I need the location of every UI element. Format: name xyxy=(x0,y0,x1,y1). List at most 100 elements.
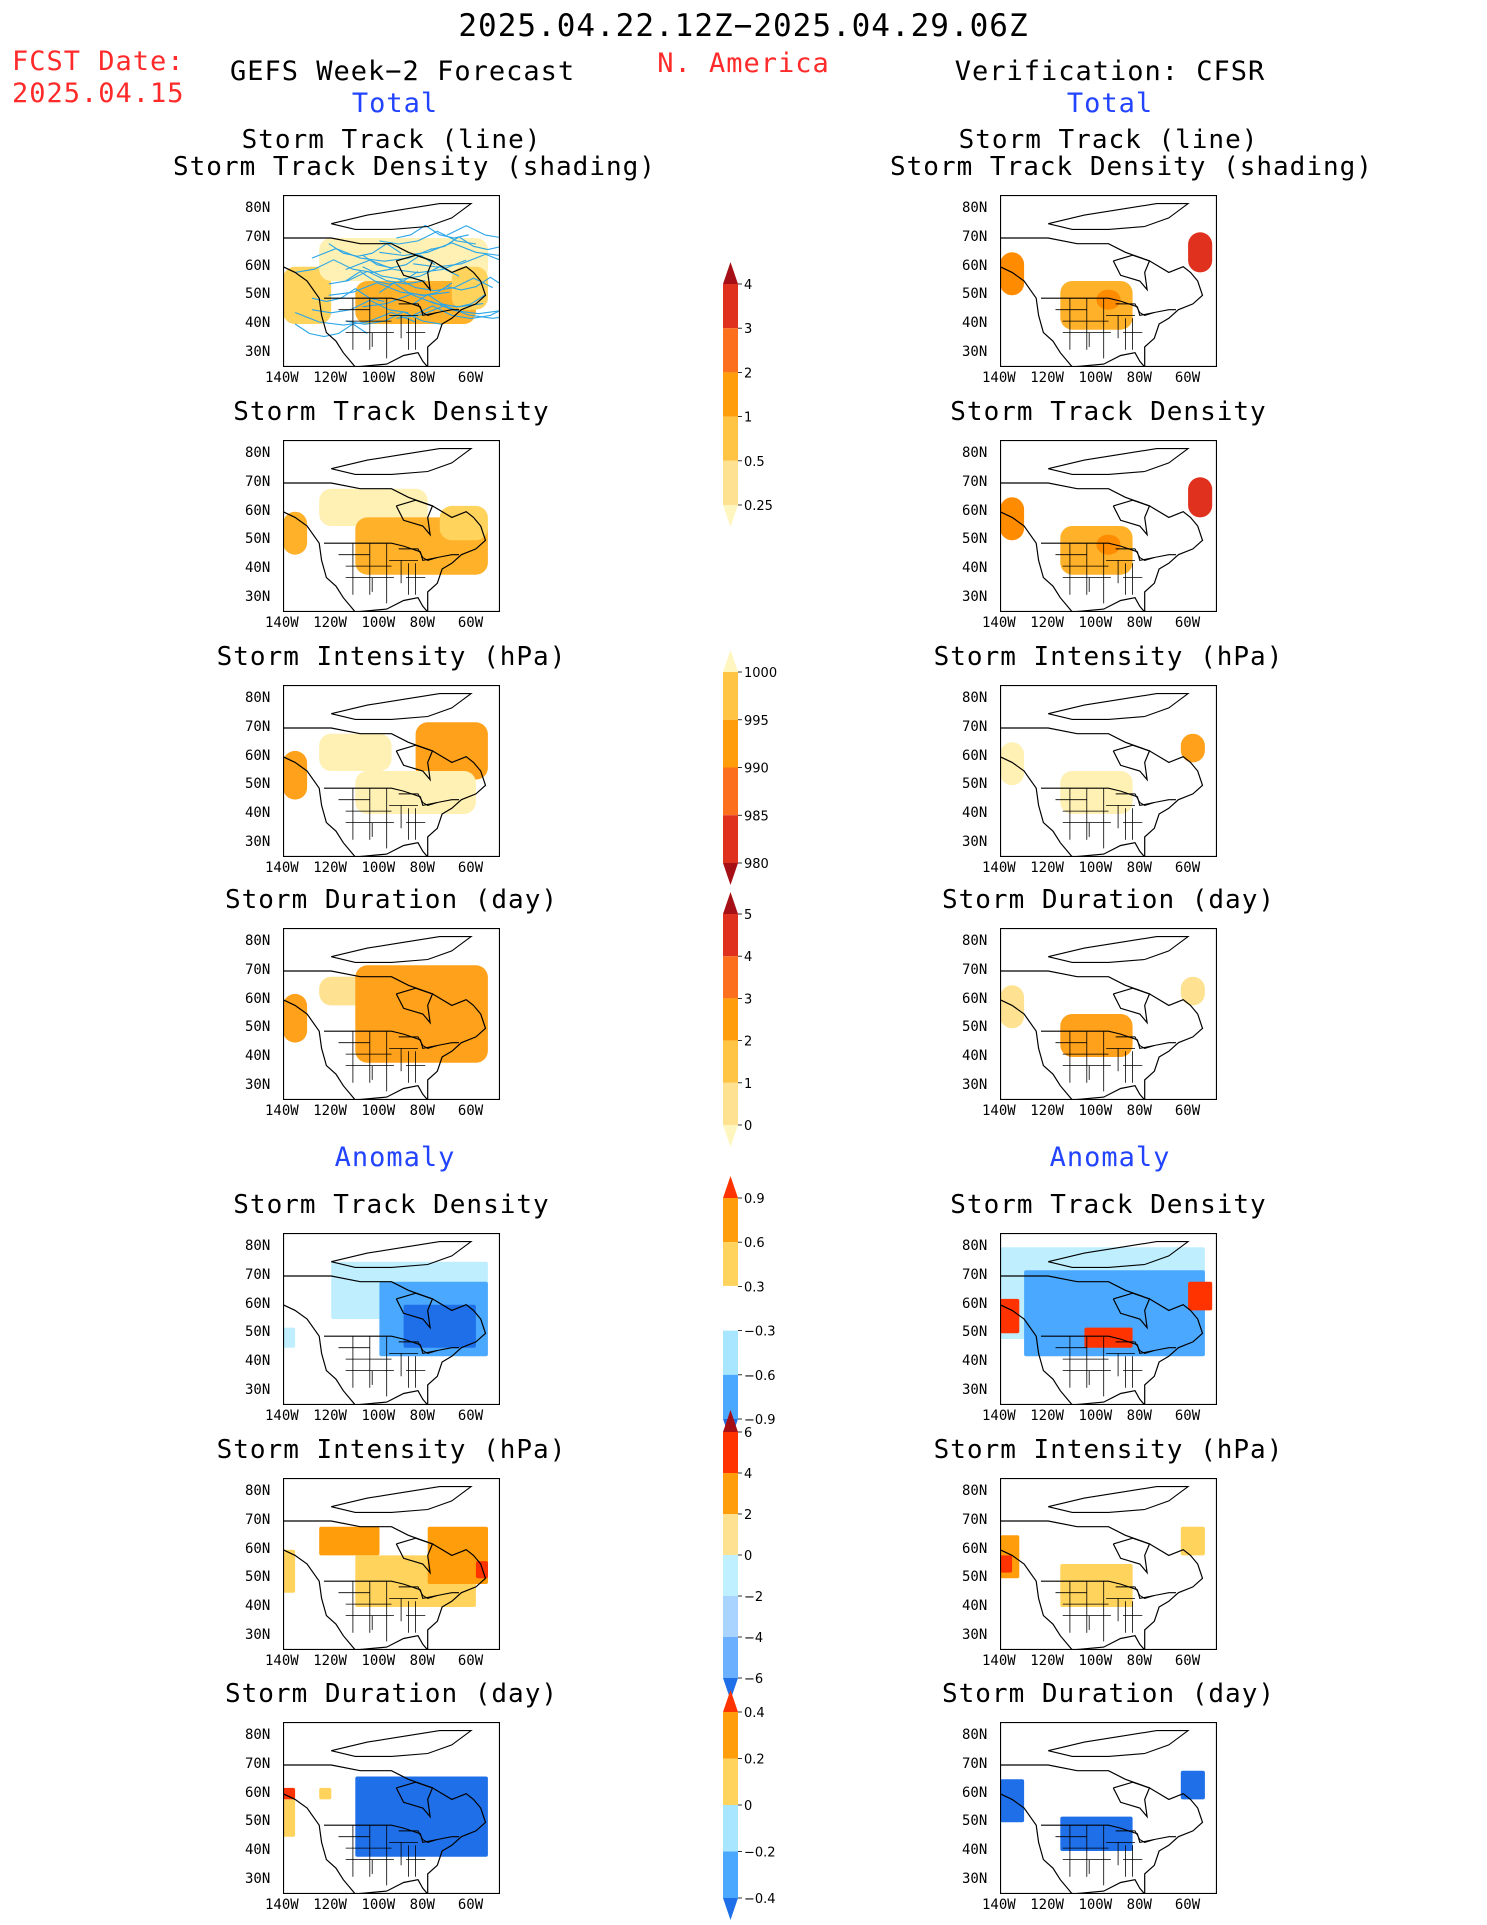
coastline xyxy=(283,1275,487,1405)
shaded-region xyxy=(1180,1770,1205,1800)
lat-tick-label: 50N xyxy=(962,286,988,303)
coastline xyxy=(1000,1275,1204,1405)
colorbar-anom_density: 0.9 0.6 0.3 −0.3 −0.6 −0.9 xyxy=(722,1176,776,1441)
great-lakes-outline xyxy=(1115,1586,1155,1599)
colorbar-band xyxy=(723,416,738,461)
coastline xyxy=(283,482,487,612)
arctic-islands-outline xyxy=(331,203,473,230)
shaded-region xyxy=(1180,733,1205,763)
lat-tick-label: 40N xyxy=(245,1048,271,1064)
lon-tick-label: 80W xyxy=(1126,370,1152,386)
shaded-region xyxy=(1000,497,1025,541)
shaded-region xyxy=(1000,252,1025,296)
lat-tick-label: 30N xyxy=(245,833,271,850)
colorbar-band xyxy=(723,1596,738,1637)
colorbar-label: 0.4 xyxy=(744,1706,765,1721)
lat-tick-label: 80N xyxy=(962,1238,988,1255)
colorbar-band xyxy=(723,1758,738,1805)
panel-title-line: Storm Track Density xyxy=(950,397,1267,427)
lon-tick-label: 120W xyxy=(1030,370,1064,386)
lon-tick-label: 60W xyxy=(1174,615,1201,631)
colorbar-anom_intensity: 6 4 2 0 −2 −4 −6 xyxy=(723,1410,763,1700)
shaded-region xyxy=(319,733,392,771)
lat-tick-label: 80N xyxy=(245,690,271,707)
coastline xyxy=(1000,727,1204,857)
lat-tick-label: 60N xyxy=(962,1295,988,1312)
colorbar-band xyxy=(723,892,738,914)
lat-tick-label: 60N xyxy=(962,1784,988,1801)
shaded-region xyxy=(1180,1526,1205,1556)
lon-tick-label: 140W xyxy=(982,860,1016,876)
map-frame xyxy=(283,440,500,612)
map-frame xyxy=(1000,440,1217,612)
colorbar-band xyxy=(723,1690,738,1712)
shaded-region xyxy=(1188,477,1213,518)
storm-track-line xyxy=(412,305,500,320)
panel-title-line: Storm Intensity (hPa) xyxy=(933,642,1284,672)
shaded-region xyxy=(283,266,332,324)
lon-tick-label: 120W xyxy=(313,860,347,876)
shaded-region xyxy=(283,993,308,1043)
right-column-title: Verification: CFSR xyxy=(954,56,1266,87)
lon-tick-label: 120W xyxy=(1030,1408,1064,1424)
shaded-region xyxy=(283,1327,296,1348)
coastline xyxy=(283,970,487,1100)
lon-tick-label: 60W xyxy=(457,1897,484,1913)
colorbar-label: 0 xyxy=(744,1119,752,1134)
lat-tick-label: 70N xyxy=(245,962,271,978)
lat-tick-label: 70N xyxy=(962,1512,988,1528)
shaded-region xyxy=(1060,1014,1133,1057)
arctic-islands-outline xyxy=(1048,693,1190,720)
lat-tick-label: 30N xyxy=(245,588,271,605)
great-lakes-outline xyxy=(398,1036,438,1049)
lat-tick-label: 40N xyxy=(962,1353,988,1369)
lon-tick-label: 100W xyxy=(1078,615,1113,631)
storm-track-line xyxy=(413,253,500,268)
colorbar-label: 0.3 xyxy=(744,1280,765,1295)
colorbar-label: 4 xyxy=(744,278,752,293)
lon-tick-label: 140W xyxy=(982,1653,1016,1669)
storm-track-line xyxy=(429,300,500,315)
colorbar-band xyxy=(723,1374,738,1419)
shaded-region xyxy=(1180,976,1205,1006)
shaded-region xyxy=(283,1787,296,1800)
lat-tick-label: 50N xyxy=(962,1019,988,1036)
shaded-region xyxy=(319,488,428,526)
shaded-region xyxy=(427,1526,488,1584)
lat-tick-label: 50N xyxy=(962,531,988,548)
lon-tick-label: 120W xyxy=(1030,1897,1064,1913)
arctic-islands-outline xyxy=(331,1486,473,1513)
lon-tick-label: 120W xyxy=(313,1103,347,1119)
lon-tick-label: 100W xyxy=(361,860,396,876)
lon-tick-label: 140W xyxy=(265,860,299,876)
colorbar-duration: 5 4 3 2 1 0 xyxy=(723,892,752,1147)
lat-tick-label: 40N xyxy=(245,805,271,821)
lon-tick-label: 60W xyxy=(1174,1653,1201,1669)
shaded-region xyxy=(1096,534,1121,555)
left-map-track xyxy=(283,195,500,367)
hudson-bay-outline xyxy=(1112,744,1151,782)
storm-track-line xyxy=(379,282,453,297)
right-panel-title-anom_intensity: Storm Intensity (hPa) xyxy=(890,1437,1327,1464)
shaded-region xyxy=(1188,1281,1213,1311)
shaded-region xyxy=(439,505,488,541)
lon-tick-label: 140W xyxy=(982,615,1016,631)
colorbar-label: 0 xyxy=(744,1549,752,1564)
lon-tick-label: 100W xyxy=(1078,370,1113,386)
storm-track-line xyxy=(328,243,402,257)
panel-title-line: Storm Duration (day) xyxy=(941,885,1276,915)
map-frame xyxy=(1000,1233,1217,1405)
great-lakes-outline xyxy=(1115,1341,1155,1354)
lat-tick-label: 60N xyxy=(245,257,271,274)
map-frame xyxy=(283,195,500,367)
storm-track-line xyxy=(311,299,409,314)
lon-tick-label: 120W xyxy=(1030,1103,1064,1119)
storm-track-line xyxy=(294,323,368,338)
colorbar-label: −4 xyxy=(744,1631,763,1646)
great-lakes-outline xyxy=(1115,548,1155,561)
lat-tick-label: 80N xyxy=(245,933,271,950)
left-panel-title-density: Storm Track Density xyxy=(173,399,610,426)
lon-tick-label: 100W xyxy=(1078,1103,1113,1119)
colorbar-band xyxy=(723,815,738,863)
colorbar-band xyxy=(723,672,738,720)
